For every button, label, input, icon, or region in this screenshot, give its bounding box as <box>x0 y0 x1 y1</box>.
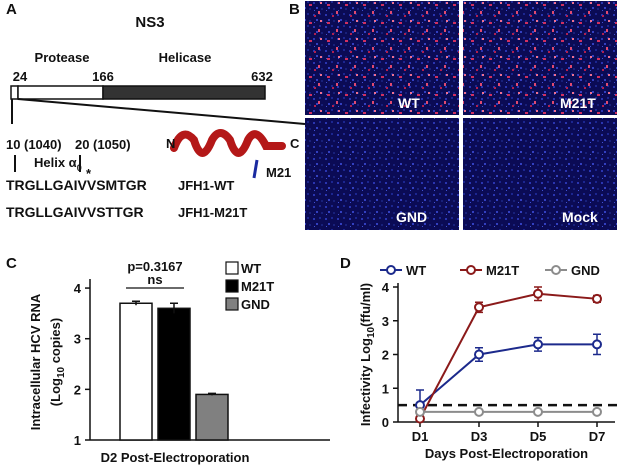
y-axis-label: (Log10 copies) <box>48 318 67 406</box>
label-part: (ffu/ml) <box>358 283 373 327</box>
helix-drawing <box>170 129 286 157</box>
image-label: GND <box>396 209 427 225</box>
panel-a: NS3 Protease Helicase 24 166 632 10 (104… <box>6 14 306 220</box>
helix-label-sub: 0 <box>77 163 82 173</box>
residue-number: 20 <box>75 137 89 152</box>
annotation: p=0.3167 <box>127 259 182 274</box>
helix-end: C <box>290 136 300 151</box>
residue-number: 10 <box>6 137 20 152</box>
helix-site: M21 <box>266 165 291 180</box>
micrograph-signal <box>305 1 459 115</box>
domain-label: Protease <box>35 50 90 65</box>
helix-label: Helix α0 <box>34 155 82 173</box>
legend-label: M21T <box>486 263 519 278</box>
y-tick-label: 2 <box>74 382 81 397</box>
strain: JFH1-M21T <box>178 205 247 220</box>
point <box>592 339 602 350</box>
label-part: Infectivity Log <box>358 338 373 426</box>
sequence: TRGLLGAIVVSMTGR <box>6 177 147 193</box>
protease-domain <box>17 85 104 100</box>
helix-end: N <box>166 136 175 151</box>
point <box>474 406 484 417</box>
position-label: 166 <box>92 69 114 84</box>
point <box>533 406 543 417</box>
bar <box>157 307 191 441</box>
bar <box>195 393 229 441</box>
image-label: M21T <box>560 95 596 111</box>
legend-swatch <box>225 261 239 275</box>
y-tick-label: 4 <box>74 281 82 296</box>
label-part: (Log <box>48 378 63 406</box>
y-tick-label: 3 <box>74 332 81 347</box>
image-label: Mock <box>562 209 598 225</box>
x-tick-label: D5 <box>530 429 547 444</box>
point <box>415 406 425 417</box>
position-label: 24 <box>13 69 28 84</box>
point <box>592 406 602 417</box>
y-tick-label: 1 <box>74 433 81 448</box>
point <box>474 302 484 313</box>
legend-label: WT <box>241 261 261 276</box>
mutation-mark: * <box>86 166 92 181</box>
site-stick <box>252 159 259 179</box>
helix-label-text: Helix α <box>34 155 77 170</box>
y-tick-label: 1 <box>382 381 389 396</box>
n-terminus <box>10 85 19 100</box>
label-part: copies) <box>48 318 63 367</box>
point <box>533 339 543 350</box>
x-category-label: D2 Post-Electroporation <box>101 450 250 465</box>
legend-swatch <box>225 297 239 311</box>
zoom-line <box>17 98 306 125</box>
legend-marker <box>551 265 561 275</box>
strain: JFH1-WT <box>178 178 234 193</box>
position-label: 632 <box>251 69 273 84</box>
micrograph <box>305 118 459 230</box>
x-tick-label: D1 <box>412 429 429 444</box>
legend-marker <box>386 265 396 275</box>
legend-marker <box>466 265 476 275</box>
point <box>533 288 543 299</box>
subscript: 10 <box>56 366 67 378</box>
panel-label: A <box>6 1 17 18</box>
sequence: TRGLLGAIVVSTTGR <box>6 204 144 220</box>
domain-label: Helicase <box>159 50 212 65</box>
x-tick-label: D3 <box>471 429 488 444</box>
point <box>592 293 602 304</box>
legend-label: GND <box>241 297 270 312</box>
error-bar <box>170 302 178 314</box>
point <box>474 349 484 360</box>
helicase-domain <box>102 85 266 100</box>
panel-b: WT M21T GND Mock <box>305 1 617 230</box>
y-tick-label: 2 <box>382 348 389 363</box>
legend-swatch <box>225 279 239 293</box>
image-label: WT <box>398 95 420 111</box>
error-bar <box>132 300 140 306</box>
panel-label: D <box>340 255 351 272</box>
series-line <box>419 292 598 420</box>
legend-label: M21T <box>241 279 274 294</box>
panel-label: C <box>6 255 17 272</box>
y-tick-label: 3 <box>382 314 389 329</box>
series-line <box>419 343 597 406</box>
error-bar <box>208 392 216 396</box>
y-tick-label: 4 <box>382 280 390 295</box>
residue-offset: (1050) <box>93 137 131 152</box>
legend-label: WT <box>406 263 426 278</box>
micrograph-signal <box>463 1 617 115</box>
annotation: ns <box>147 272 162 287</box>
micrograph <box>463 118 617 230</box>
subscript: 10 <box>366 326 377 338</box>
residue-offset: (1040) <box>24 137 62 152</box>
panel-label: B <box>289 1 300 18</box>
y-axis-label: Infectivity Log10(ffu/ml) <box>358 283 377 426</box>
protein-title: NS3 <box>135 14 164 31</box>
x-axis-label: Days Post-Electroporation <box>425 446 588 461</box>
legend-label: GND <box>571 263 600 278</box>
y-axis-label: Intracellular HCV RNA <box>28 293 43 430</box>
y-tick-label: 0 <box>382 415 389 430</box>
bar <box>119 302 153 441</box>
x-tick-label: D7 <box>589 429 606 444</box>
